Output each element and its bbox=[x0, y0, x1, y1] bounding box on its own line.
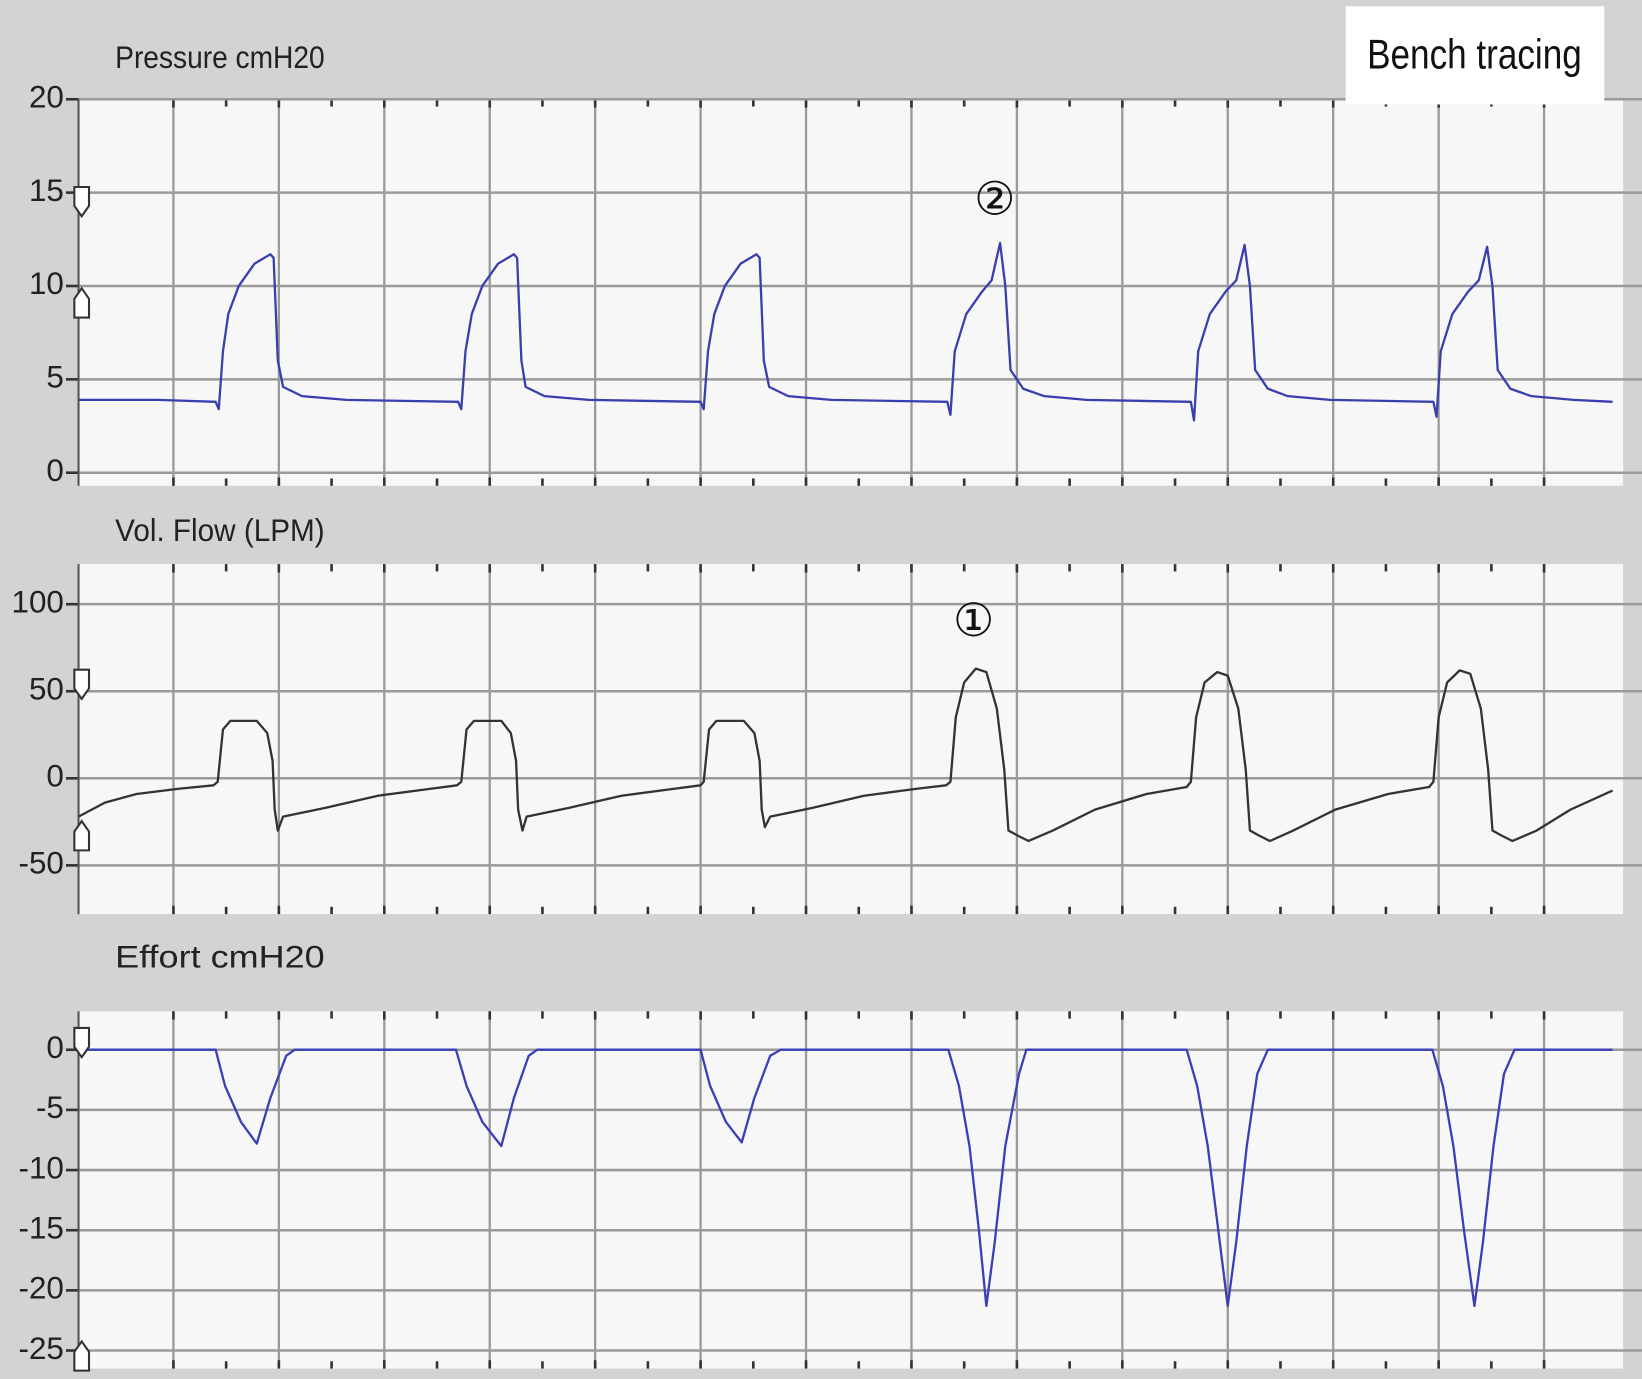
y-tick-label: 20 bbox=[29, 80, 64, 115]
y-tick-label: -25 bbox=[18, 1331, 63, 1366]
y-tick-label: 50 bbox=[29, 672, 64, 707]
y-tick-label: 0 bbox=[46, 453, 63, 488]
limit-arrow bbox=[73, 1026, 91, 1060]
limit-arrow bbox=[73, 1339, 91, 1372]
y-tick-label: 0 bbox=[46, 759, 63, 794]
badge: Bench tracing bbox=[1367, 31, 1582, 78]
panel-title: Vol. Flow (LPM) bbox=[115, 513, 324, 548]
y-tick-label: -20 bbox=[18, 1271, 63, 1306]
y-tick-label: 15 bbox=[29, 173, 64, 208]
y-tick-label: 10 bbox=[29, 266, 64, 301]
annotation: ② bbox=[974, 171, 1015, 225]
y-tick-label: -50 bbox=[18, 846, 63, 881]
y-tick-label: 0 bbox=[46, 1030, 63, 1065]
y-tick-label: 5 bbox=[46, 360, 63, 395]
limit-arrow bbox=[73, 185, 91, 219]
plot-area bbox=[78, 564, 1624, 915]
y-tick-label: 100 bbox=[11, 584, 63, 619]
limit-arrow bbox=[73, 286, 91, 319]
trace-line bbox=[77, 667, 1614, 843]
annotation: ① bbox=[953, 593, 994, 647]
trace-line bbox=[78, 1048, 1613, 1308]
plot-area bbox=[78, 1011, 1624, 1369]
y-tick-label: -5 bbox=[36, 1090, 64, 1125]
trace-line bbox=[78, 241, 1613, 422]
y-tick-label: -10 bbox=[18, 1150, 63, 1185]
y-tick-label: -15 bbox=[18, 1211, 63, 1246]
limit-arrow bbox=[73, 668, 91, 701]
badge-box bbox=[1345, 6, 1605, 105]
limit-arrow bbox=[73, 819, 91, 852]
panel-title: Pressure cmH20 bbox=[115, 40, 324, 75]
panel-title: Effort cmH20 bbox=[115, 939, 324, 974]
plot-area bbox=[78, 99, 1624, 486]
